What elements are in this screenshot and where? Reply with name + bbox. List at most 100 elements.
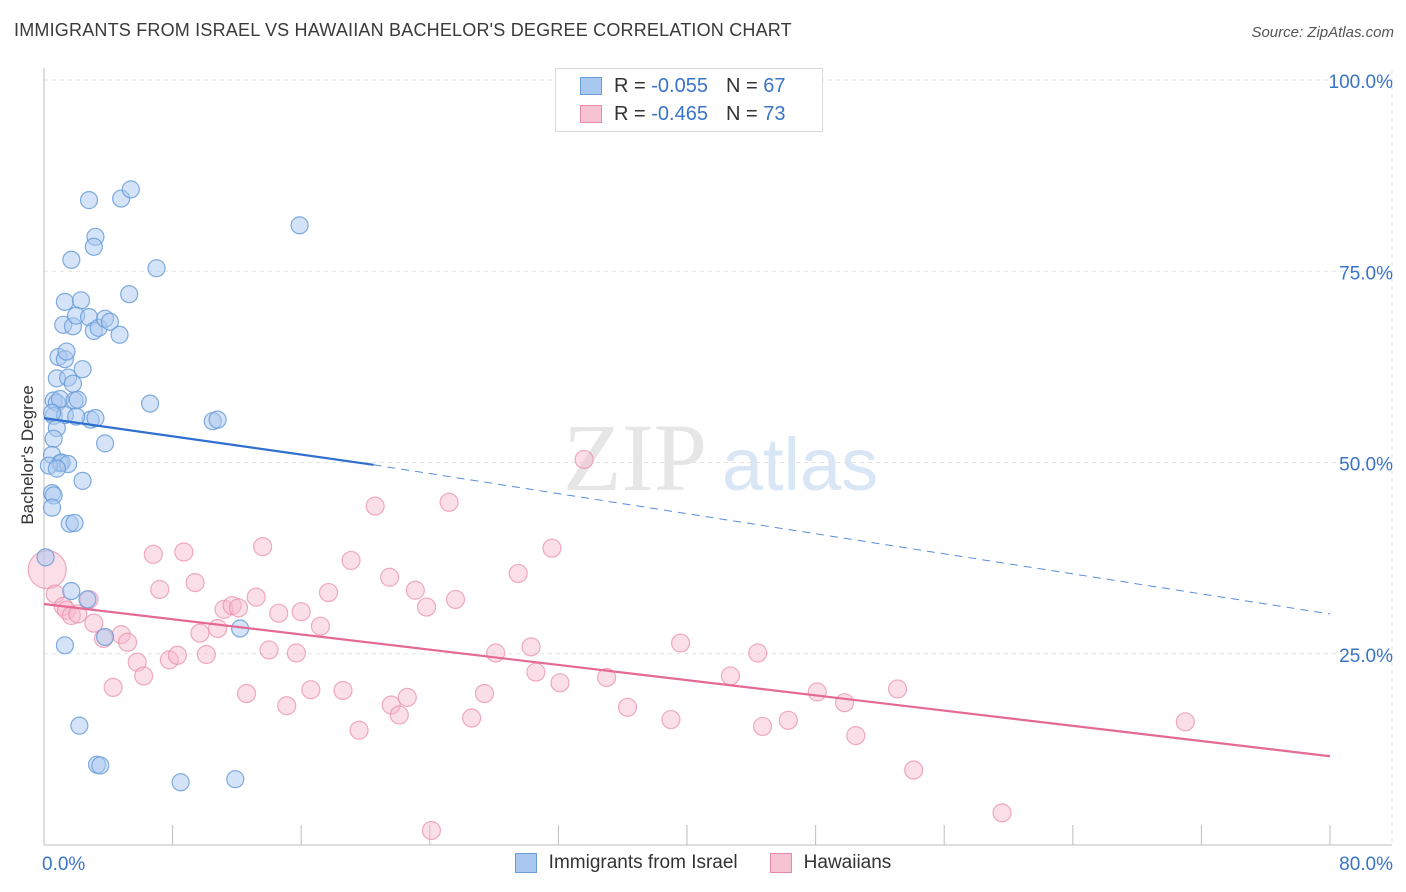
israel-point [95,627,115,647]
hawaiians-swatch [769,853,792,873]
chart-title: IMMIGRANTS FROM ISRAEL VS HAWAIIAN BACHE… [14,20,792,40]
hawaiians-point [365,496,385,516]
x-tick-label: 0.0% [42,854,85,875]
hawaiians-point [196,644,216,665]
legend-row-israel: R = -0.055 N = 67 [580,73,785,99]
hawaiians-point [134,666,154,686]
y-tick-label: 25.0% [1339,646,1393,667]
israel-trend-line [43,417,374,466]
hawaiians-point [380,567,400,587]
correlation-legend: R = -0.055 N = 67 R = -0.465 N = 73 [555,68,823,132]
hawaiians-point [397,687,417,707]
israel-point [79,191,99,210]
israel-point [55,636,74,655]
israel-point [171,773,190,792]
legend-row-hawaiians: R = -0.465 N = 73 [580,101,785,127]
hawaiians-point [807,682,827,702]
israel-point [47,459,66,478]
israel-point [65,513,84,533]
hawaiians-point [1175,712,1195,732]
hawaiians-point [167,645,188,665]
y-tick-label: 75.0% [1339,263,1393,284]
y-tick-label: 100.0% [1329,72,1394,93]
hawaiians-point [720,666,741,686]
x-tick-label: 80.0% [1339,854,1393,875]
hawaiians-point [778,710,798,730]
hawaiians-point [349,720,369,740]
israel-point [208,410,227,429]
hawaiians-point [246,587,266,607]
hawaiians-points [27,449,1195,841]
hawaiians-point [597,667,617,688]
hawaiians-point [474,683,495,704]
israel-point [91,756,110,775]
hawaiians-point [150,579,170,600]
hawaiians-point [670,633,691,653]
hawaiians-point [318,582,339,603]
watermark-zip: ZIP [563,404,707,511]
israel-points [36,180,309,792]
hawaiians-point [421,820,442,841]
r-value: -0.465 [651,102,708,125]
hawaiians-point [117,632,138,652]
hawaiians-point [185,573,205,593]
israel-point [73,360,92,379]
watermark-atlas: atlas [722,423,878,506]
israel-point [140,394,160,413]
israel-swatch [514,853,537,873]
hawaiians-point [84,613,104,633]
series-legend: Immigrants from Israel Hawaiians [0,852,1406,874]
n-value: 67 [763,74,786,97]
hawaiians-point [143,544,163,564]
israel-trend-extension [373,464,1331,615]
hawaiians-point [445,589,466,610]
hawaiians-point [103,677,123,698]
r-value: -0.055 [651,74,708,97]
hawaiians-point [661,709,681,730]
r-label: R = [614,102,646,125]
hawaiians-point [992,803,1012,823]
hawaiians-point [310,616,331,636]
israel-point [70,716,89,735]
hawaiians-point [904,760,924,780]
hawaiians-point [259,640,279,660]
israel-point [44,429,63,448]
legend-label: Immigrants from Israel [548,852,738,873]
hawaiians-point [521,637,541,657]
israel-point [42,498,62,517]
hawaiians-point [508,563,528,584]
hawaiians-point [291,602,311,622]
israel-point [95,434,115,453]
hawaiians-point [574,449,594,470]
legend-item-hawaiians: Hawaiians [769,852,892,874]
legend-item-israel: Immigrants from Israel [514,852,738,874]
israel-point [73,471,92,490]
israel-point [68,390,87,409]
hawaiians-point [617,697,638,717]
israel-point [42,403,62,422]
legend-label: Hawaiians [803,852,892,873]
israel-point [78,590,97,609]
hawaiians-point [439,492,459,512]
tick-labels: 25.0% 50.0% 75.0% 100.0% 0.0% 80.0% [42,72,1393,875]
y-tick-label: 50.0% [1339,455,1393,476]
israel-point [62,581,81,601]
hawaiians-point [277,696,297,716]
israel-point [121,180,140,199]
hawaiians-point [381,695,401,715]
n-value: 73 [763,102,786,125]
hawaiians-point [236,683,257,704]
israel-point [62,250,81,269]
israel-point [110,325,129,344]
hawaiians-trend-line [43,602,1331,758]
israel-point [100,312,120,331]
israel-point [120,285,139,304]
hawaiians-point [748,643,768,663]
hawaiians-point [174,542,194,562]
israel-point [57,342,76,361]
israel-point [71,291,91,310]
israel-point [290,216,309,235]
hawaiians-point [301,680,321,700]
israel-point [226,770,245,789]
israel-point [55,292,74,311]
